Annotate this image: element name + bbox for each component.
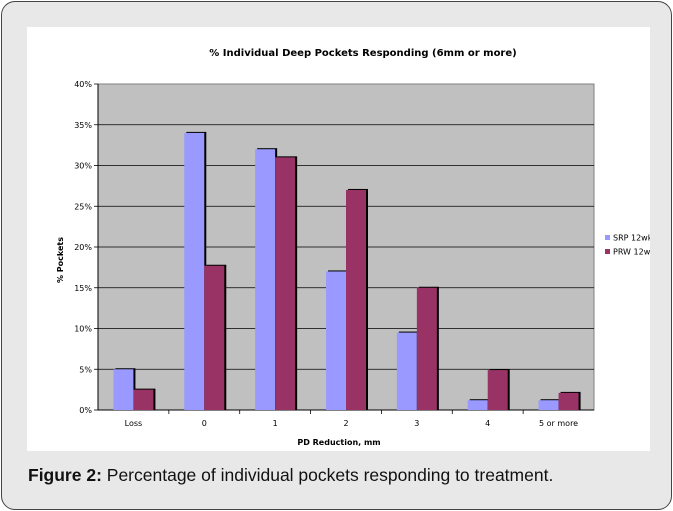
bar xyxy=(204,265,225,410)
figure-caption: Figure 2: Percentage of individual pocke… xyxy=(28,464,648,486)
x-tick-label: 4 xyxy=(485,419,490,428)
bar-chart: % Individual Deep Pockets Responding (6m… xyxy=(56,48,650,447)
caption-label: Figure 2: xyxy=(28,465,102,485)
x-tick-label: Loss xyxy=(125,419,143,428)
y-tick-label: 5% xyxy=(79,365,92,374)
x-tick-label: 0 xyxy=(202,419,207,428)
bar xyxy=(346,189,366,410)
bar xyxy=(184,132,205,410)
bar xyxy=(487,370,508,410)
bar xyxy=(467,400,488,410)
caption-text: Percentage of individual pockets respond… xyxy=(106,465,554,485)
bar xyxy=(396,332,417,410)
plot-area: 0% 5% 10% 15% 20% 25% 30% 35% 40% Loss 0 1 2 3 4 5 or m… xyxy=(74,80,595,428)
legend-entry: SRP 12wk xyxy=(613,234,650,243)
legend-swatch xyxy=(605,249,610,254)
bar xyxy=(113,369,134,410)
y-tick-label: 15% xyxy=(74,284,92,293)
bar xyxy=(133,389,154,410)
x-tick-label: 2 xyxy=(343,419,348,428)
bar xyxy=(255,149,276,410)
legend: SRP 12wk PRW 12wk xyxy=(605,234,650,257)
y-tick-label: 35% xyxy=(74,121,92,130)
bar xyxy=(326,271,346,410)
legend-entry: PRW 12wk xyxy=(613,248,650,257)
y-tick-label: 20% xyxy=(74,243,92,252)
y-axis-label: % Pockets xyxy=(56,237,65,283)
bar xyxy=(558,392,579,410)
x-tick-label: 3 xyxy=(414,419,419,428)
x-tick-label: 1 xyxy=(273,419,278,428)
x-tick-label: 5 or more xyxy=(539,419,578,428)
y-tick-label: 10% xyxy=(74,325,92,334)
legend-swatch xyxy=(605,235,610,240)
y-tick-label: 30% xyxy=(74,162,92,171)
chart-title: % Individual Deep Pockets Responding (6m… xyxy=(209,48,516,59)
chart-area: % Individual Deep Pockets Responding (6m… xyxy=(27,27,650,451)
y-tick-label: 0% xyxy=(79,406,92,415)
bar xyxy=(538,400,559,410)
x-axis-label: PD Reduction, mm xyxy=(297,438,380,447)
bar xyxy=(275,157,296,410)
bar xyxy=(416,287,437,410)
y-tick-label: 40% xyxy=(74,80,92,89)
y-tick-label: 25% xyxy=(74,202,92,211)
